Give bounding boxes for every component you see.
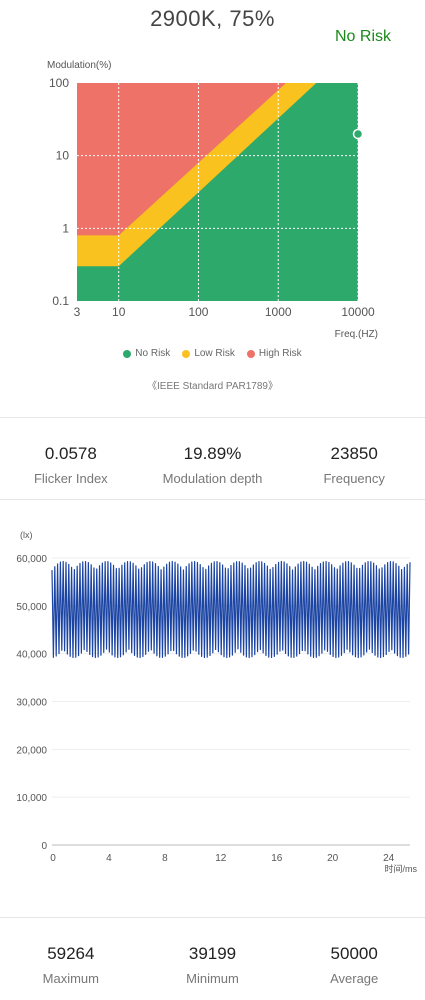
risk-level-chart: 3 10 100 1000 10000 0.1 1 10 100 Modulation(%) Fre… (47, 60, 378, 340)
page-title: 2900K, 75% (150, 6, 275, 31)
divider (0, 417, 425, 418)
x-tick-label: 1000 (265, 305, 292, 319)
x-tick-label: 0 (50, 853, 56, 864)
standard-note: 《IEEE Standard PAR1789》 (147, 381, 278, 392)
metric-label: Frequency (323, 471, 385, 486)
metric-value: 0.0578 (44, 444, 97, 463)
y-tick-label: 0 (41, 841, 47, 852)
metric-label: Maximum (42, 971, 99, 986)
metric-label: Minimum (186, 971, 239, 986)
metrics-top: 0.0578 Flicker Index 19.89% Modulation d… (0, 440, 425, 504)
x-tick-label: 8 (162, 853, 168, 864)
risk-region-no-risk (77, 83, 358, 301)
x-tick-label: 20 (327, 853, 339, 864)
x-tick-label: 3 (74, 305, 81, 319)
x-tick-label: 4 (106, 853, 112, 864)
y-tick-label: 20,000 (16, 745, 47, 756)
y-tick-label: 10,000 (16, 793, 47, 804)
legend-item-high-risk: High Risk (246, 348, 302, 359)
y-tick-label: 30,000 (16, 698, 47, 709)
legend-item-no-risk: No Risk (123, 348, 170, 359)
x-tick-label: 24 (383, 853, 395, 864)
x-axis-title: 时间/ms (385, 863, 418, 874)
y-tick-label: 1 (62, 221, 69, 235)
y-tick-label: 40,000 (16, 650, 47, 661)
y-tick-label: 10 (56, 149, 70, 163)
metric-minimum: 39199 Minimum (142, 940, 284, 1000)
legend-label-no-risk: No Risk (135, 348, 171, 359)
risk-status-label: No Risk (334, 28, 391, 45)
legend-dot-no-risk (123, 349, 132, 358)
metric-value: 59264 (47, 944, 95, 963)
x-tick-label: 12 (215, 853, 227, 864)
y-tick-label: 100 (49, 76, 69, 90)
legend-dot-low-risk (182, 349, 191, 358)
risk-legend: No Risk Low Risk High Risk (0, 348, 425, 359)
y-tick-label: 60,000 (16, 554, 47, 565)
metric-value: 50000 (330, 944, 378, 963)
metric-maximum: 59264 Maximum (0, 940, 142, 1000)
legend-label-low-risk: Low Risk (194, 348, 235, 359)
metric-value: 39199 (188, 944, 237, 963)
metrics-bottom: 59264 Maximum 39199 Minimum 50000 Averag… (0, 940, 425, 1000)
illuminance-waveform-chart: 0 10,000 20,000 30,000 40,000 50,000 60,000 0 4 8… (16, 530, 418, 874)
metric-label: Flicker Index (33, 471, 108, 486)
measurement-marker (352, 128, 364, 140)
metric-value: 23850 (330, 444, 378, 463)
waveform-series-line (51, 560, 411, 659)
metric-frequency: 23850 Frequency (283, 440, 425, 504)
x-tick-label: 100 (188, 305, 208, 319)
divider (0, 499, 425, 500)
metric-average: 50000 Average (283, 940, 425, 1000)
x-tick-label: 16 (271, 853, 283, 864)
metric-label: Average (330, 971, 379, 986)
legend-item-low-risk: Low Risk (182, 348, 235, 359)
y-tick-label: 50,000 (16, 602, 47, 613)
y-axis-title: Modulation(%) (47, 60, 111, 71)
x-tick-label: 10000 (341, 305, 375, 319)
header: 2900K, 75% No Risk (0, 0, 425, 48)
x-tick-label: 10 (112, 305, 126, 319)
y-tick-label: 0.1 (52, 294, 69, 308)
divider (0, 917, 425, 918)
legend-label-high-risk: High Risk (258, 348, 302, 359)
legend-dot-high-risk (246, 349, 255, 358)
metric-value: 19.89% (183, 444, 242, 463)
x-axis-title: Freq.(HZ) (335, 329, 378, 340)
y-axis-title: (lx) (20, 530, 33, 540)
metric-label: Modulation depth (162, 471, 263, 486)
metric-flicker-index: 0.0578 Flicker Index (0, 440, 142, 504)
metric-modulation-depth: 19.89% Modulation depth (142, 440, 284, 504)
